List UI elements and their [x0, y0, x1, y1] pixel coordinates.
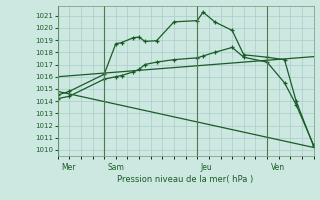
Text: Ven: Ven [270, 163, 285, 172]
Text: Jeu: Jeu [201, 163, 212, 172]
Text: Mer: Mer [61, 163, 76, 172]
X-axis label: Pression niveau de la mer( hPa ): Pression niveau de la mer( hPa ) [117, 175, 254, 184]
Text: Sam: Sam [108, 163, 124, 172]
